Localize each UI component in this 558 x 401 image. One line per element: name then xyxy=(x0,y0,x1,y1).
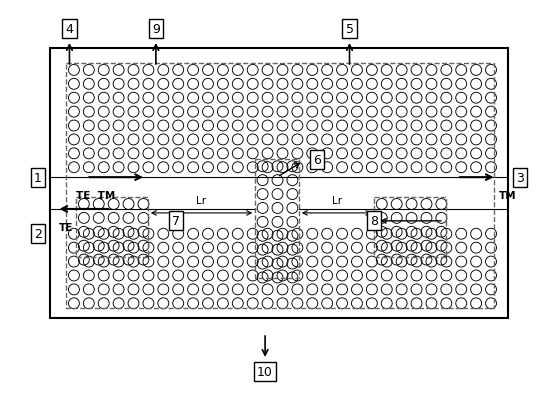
Text: TE  TM: TE TM xyxy=(76,190,116,200)
Text: 6: 6 xyxy=(313,154,321,166)
Text: TM: TM xyxy=(498,190,516,200)
Text: 5: 5 xyxy=(345,22,354,36)
Bar xyxy=(76,198,148,257)
Text: 7: 7 xyxy=(172,215,180,228)
Text: 3: 3 xyxy=(516,171,525,184)
Text: Lr: Lr xyxy=(196,195,206,205)
Text: 8: 8 xyxy=(371,215,378,228)
Text: 1: 1 xyxy=(33,171,42,184)
Text: 10: 10 xyxy=(257,365,273,379)
Bar xyxy=(374,198,446,257)
Bar xyxy=(255,160,299,279)
Text: 9: 9 xyxy=(152,22,160,36)
Bar xyxy=(50,49,508,318)
Text: 2: 2 xyxy=(33,228,42,241)
Text: TE: TE xyxy=(59,222,73,232)
Bar xyxy=(66,64,493,308)
Text: Lr: Lr xyxy=(331,195,341,205)
Text: 4: 4 xyxy=(65,22,74,36)
